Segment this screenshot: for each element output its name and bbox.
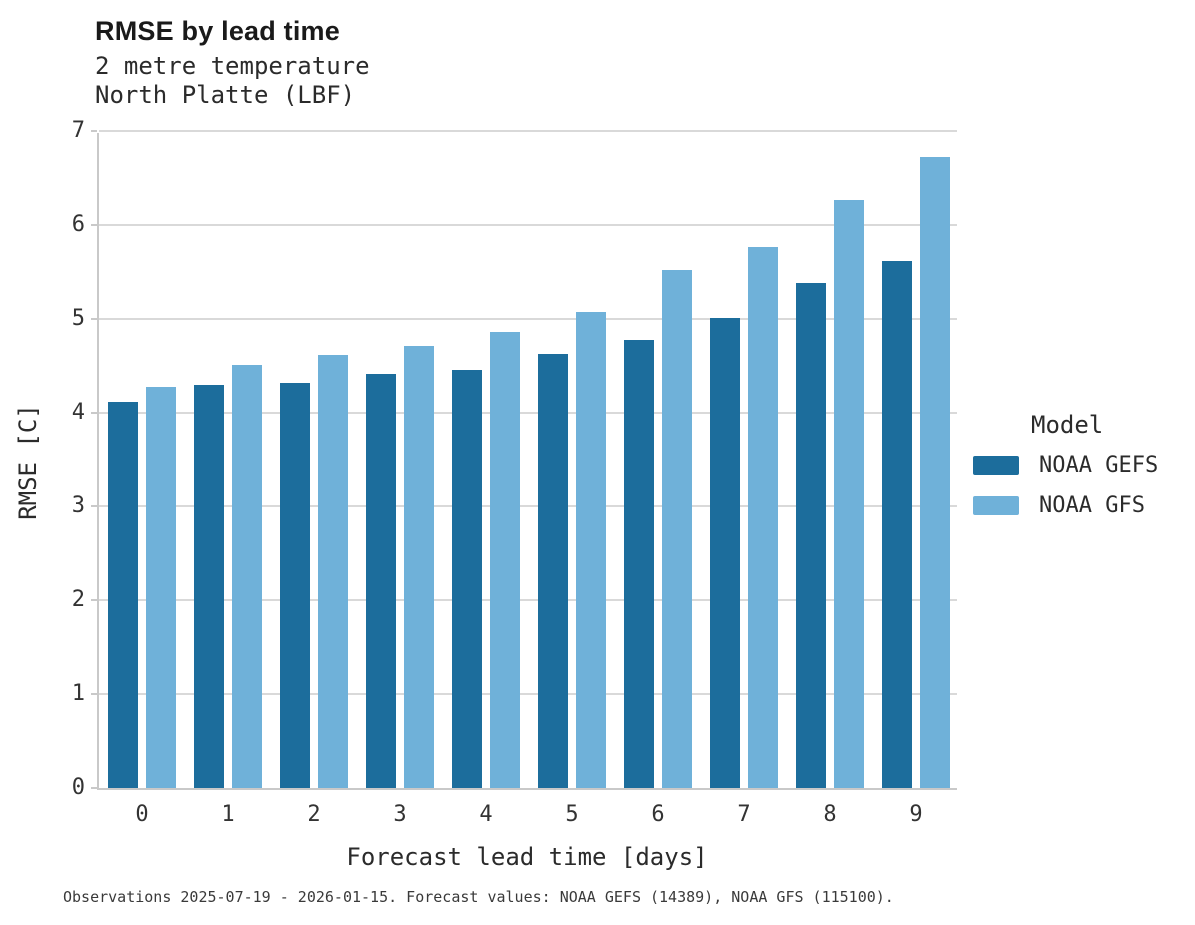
x-tick-label-8: 8 xyxy=(823,802,837,827)
gridline-y-6 xyxy=(99,223,957,226)
y-tick-mark-5 xyxy=(91,317,97,320)
bar-noaa-gefs-day-3 xyxy=(366,374,396,788)
chart-subtitle: 2 metre temperature North Platte (LBF) xyxy=(95,52,370,110)
y-tick-mark-4 xyxy=(91,411,97,414)
bar-noaa-gfs-day-2 xyxy=(318,355,348,788)
legend-items: NOAA GEFS NOAA GFS xyxy=(973,453,1188,518)
bar-noaa-gfs-day-5 xyxy=(576,312,606,788)
x-tick-label-9: 9 xyxy=(909,802,923,827)
bar-noaa-gefs-day-0 xyxy=(108,402,138,788)
y-tick-label-3: 3 xyxy=(71,493,85,519)
legend-label: NOAA GFS xyxy=(1039,493,1145,518)
bar-noaa-gfs-day-3 xyxy=(404,345,434,788)
bar-noaa-gefs-day-1 xyxy=(194,385,224,788)
legend-swatch-icon xyxy=(973,496,1019,515)
x-tick-label-0: 0 xyxy=(135,802,149,827)
x-tick-label-4: 4 xyxy=(479,802,493,827)
x-tick-label-7: 7 xyxy=(737,802,751,827)
y-tick-mark-2 xyxy=(91,599,97,602)
gridline-y-5 xyxy=(99,317,957,320)
y-tick-label-1: 1 xyxy=(71,681,85,707)
y-tick-mark-6 xyxy=(91,223,97,226)
y-tick-mark-7 xyxy=(91,130,97,132)
y-tick-label-2: 2 xyxy=(71,587,85,613)
bar-noaa-gfs-day-9 xyxy=(920,157,950,788)
bar-noaa-gefs-day-6 xyxy=(624,340,654,788)
y-tick-label-0: 0 xyxy=(71,775,85,800)
y-tick-label-5: 5 xyxy=(71,305,85,331)
subtitle-line-2: North Platte (LBF) xyxy=(95,81,356,109)
footer-caption: Observations 2025-07-19 - 2026-01-15. Fo… xyxy=(63,888,894,906)
bar-noaa-gfs-day-0 xyxy=(146,387,176,788)
x-tick-label-2: 2 xyxy=(307,802,321,827)
legend-label: NOAA GEFS xyxy=(1039,453,1159,478)
y-tick-label-4: 4 xyxy=(71,399,85,425)
bar-noaa-gefs-day-5 xyxy=(538,354,568,788)
bar-noaa-gefs-day-9 xyxy=(882,261,912,788)
bar-noaa-gfs-day-4 xyxy=(490,331,520,788)
bar-noaa-gefs-day-2 xyxy=(280,383,310,788)
y-tick-label-6: 6 xyxy=(71,211,85,237)
gridline-y-1 xyxy=(99,693,957,696)
x-tick-label-1: 1 xyxy=(221,802,235,827)
legend: Model NOAA GEFS NOAA GFS xyxy=(973,411,1188,533)
bar-noaa-gfs-day-1 xyxy=(232,364,262,788)
bar-noaa-gfs-day-7 xyxy=(748,247,778,788)
y-tick-mark-1 xyxy=(91,693,97,696)
gridline-y-2 xyxy=(99,599,957,602)
bar-noaa-gfs-day-6 xyxy=(662,269,692,788)
gridline-y-3 xyxy=(99,505,957,508)
legend-item-noaa-gfs: NOAA GFS xyxy=(973,493,1188,518)
chart-title: RMSE by lead time xyxy=(95,16,340,46)
x-axis-title: Forecast lead time [days] xyxy=(346,843,708,871)
gridline-y-7 xyxy=(99,130,957,132)
legend-title: Model xyxy=(1031,411,1104,439)
bar-noaa-gefs-day-7 xyxy=(710,317,740,788)
bar-noaa-gefs-day-8 xyxy=(796,283,826,788)
plot-area: 0 1 2 3 4 5 6 7 0 1 2 3 4 5 6 7 8 9 xyxy=(72,119,957,827)
y-tick-mark-0 xyxy=(91,787,97,789)
x-tick-label-5: 5 xyxy=(565,802,579,827)
bar-noaa-gefs-day-4 xyxy=(452,370,482,788)
y-tick-mark-3 xyxy=(91,505,97,508)
x-tick-label-3: 3 xyxy=(393,802,407,827)
legend-item-noaa-gefs: NOAA GEFS xyxy=(973,453,1188,478)
legend-swatch-icon xyxy=(973,456,1019,475)
subtitle-line-1: 2 metre temperature xyxy=(95,52,370,80)
y-tick-label-7: 7 xyxy=(71,118,85,143)
gridline-y-4 xyxy=(99,411,957,414)
bar-noaa-gfs-day-8 xyxy=(834,200,864,788)
x-tick-label-6: 6 xyxy=(651,802,665,827)
